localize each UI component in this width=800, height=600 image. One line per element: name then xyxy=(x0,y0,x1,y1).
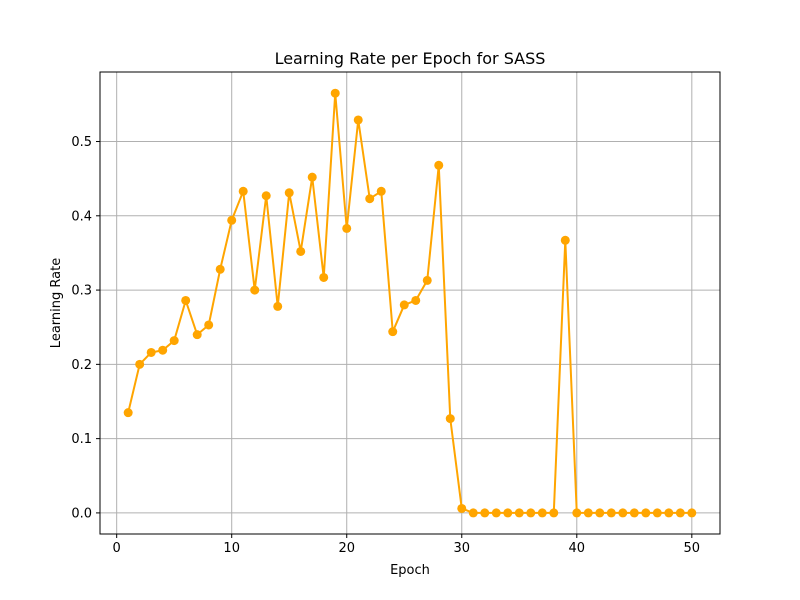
data-point xyxy=(250,285,260,295)
data-point xyxy=(181,295,191,305)
data-point xyxy=(675,508,685,518)
x-tick-label: 50 xyxy=(684,541,701,556)
x-axis: 0 10 20 30 40 50 xyxy=(113,534,701,556)
data-point xyxy=(399,300,409,310)
data-point xyxy=(227,215,237,225)
data-point xyxy=(169,336,179,346)
data-point xyxy=(572,508,582,518)
data-point xyxy=(192,330,202,340)
data-point xyxy=(376,186,386,196)
data-point xyxy=(606,508,616,518)
data-point xyxy=(641,508,651,518)
y-axis-label: Learning Rate xyxy=(49,258,64,348)
data-point xyxy=(273,301,283,311)
data-point xyxy=(158,345,168,355)
grid-lines xyxy=(100,72,720,534)
plot-frame xyxy=(99,71,721,535)
data-point xyxy=(422,275,432,285)
data-point xyxy=(319,272,329,282)
data-point xyxy=(687,508,697,518)
chart-title: Learning Rate per Epoch for SASS xyxy=(275,49,546,68)
data-point xyxy=(261,191,271,201)
y-tick-label: 0.5 xyxy=(71,135,92,150)
data-point xyxy=(123,408,133,418)
data-point xyxy=(480,508,490,518)
x-tick-label: 20 xyxy=(338,541,355,556)
x-tick-label: 30 xyxy=(453,541,470,556)
data-point xyxy=(537,508,547,518)
y-axis: 0.0 0.1 0.2 0.3 0.4 0.5 xyxy=(71,135,100,521)
x-tick-label: 0 xyxy=(113,541,121,556)
data-point xyxy=(491,508,501,518)
data-point xyxy=(330,88,340,98)
data-point xyxy=(468,508,478,518)
y-tick-label: 0.3 xyxy=(71,284,92,299)
data-point xyxy=(560,235,570,245)
data-point xyxy=(296,246,306,256)
data-point xyxy=(238,186,248,196)
y-tick-label: 0.2 xyxy=(71,358,92,373)
x-tick-label: 40 xyxy=(569,541,586,556)
data-point xyxy=(664,508,674,518)
data-point xyxy=(652,508,662,518)
data-point xyxy=(445,414,455,424)
data-point xyxy=(135,359,145,369)
data-point xyxy=(618,508,628,518)
y-tick-label: 0.4 xyxy=(71,209,92,224)
data-point xyxy=(411,295,421,305)
data-point xyxy=(629,508,639,518)
data-point xyxy=(549,508,559,518)
y-tick-label: 0.0 xyxy=(71,506,92,521)
series-layer xyxy=(123,88,697,518)
x-axis-label: Epoch xyxy=(390,563,430,578)
data-point xyxy=(146,347,156,357)
data-point xyxy=(434,160,444,170)
data-point xyxy=(365,194,375,204)
data-point xyxy=(503,508,513,518)
data-point xyxy=(215,264,225,274)
data-point xyxy=(307,172,317,182)
data-point xyxy=(583,508,593,518)
data-point xyxy=(342,223,352,233)
data-point xyxy=(457,503,467,513)
data-point xyxy=(284,188,294,198)
data-point xyxy=(204,320,214,330)
data-point xyxy=(526,508,536,518)
data-point xyxy=(595,508,605,518)
data-point xyxy=(353,115,363,125)
x-tick-label: 10 xyxy=(223,541,240,556)
y-tick-label: 0.1 xyxy=(71,432,92,447)
data-point xyxy=(388,327,398,337)
data-point xyxy=(514,508,524,518)
